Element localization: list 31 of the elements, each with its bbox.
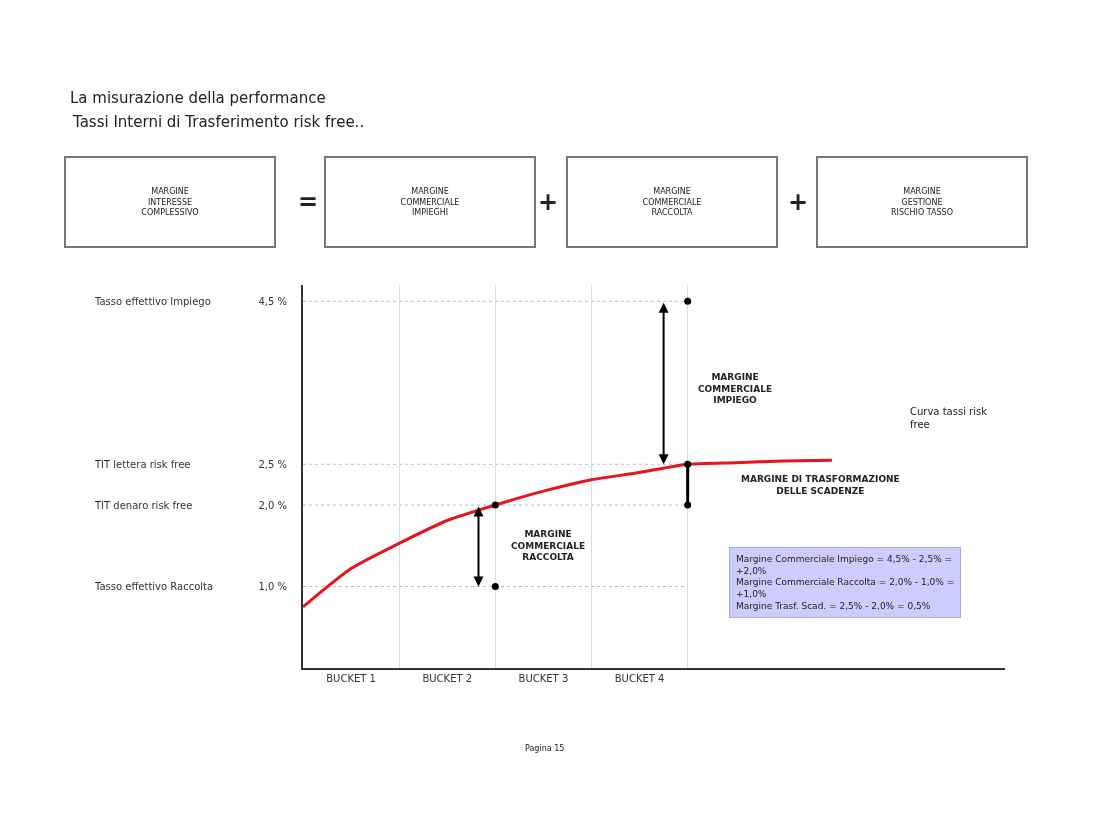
- y-tick-label: 2,5 %: [258, 458, 287, 470]
- x-tick-label: BUCKET 2: [422, 673, 473, 684]
- text: MARGINE INTERESSE COMPLESSIVO: [141, 187, 199, 217]
- y-tick-label: 1,0 %: [258, 581, 287, 593]
- annotation: Margine Commerciale Impiego = 4,5% - 2,5% = +2,0% Margine Commerciale Raccolta = 2,0% - 1,0% = +1,0% Margine Trasf. Scad. = 2,5% - 2,0% = 0,5%: [736, 554, 955, 611]
- text: Pagina 15: [525, 744, 565, 753]
- chart-title: La misurazione della performance: [70, 89, 326, 108]
- text: MARGINE COMMERCIALE RACCOLTA: [642, 187, 702, 217]
- x-tick-label: BUCKET 1: [326, 673, 376, 684]
- text: TIT lettera risk free: [94, 459, 191, 470]
- x-tick-label: BUCKET 4: [614, 673, 665, 684]
- annotation: MARGINE COMMERCIALE IMPIEGO: [698, 372, 773, 406]
- text: Tasso effettivo Raccolta: [94, 581, 214, 592]
- y-tick-label: 4,5 %: [258, 295, 287, 307]
- y-tick-label: 2,0 %: [258, 499, 287, 511]
- text: TIT denaro risk free: [94, 500, 193, 511]
- annotation: MARGINE COMMERCIALE RACCOLTA: [511, 529, 586, 563]
- point: [491, 583, 499, 591]
- point: [491, 501, 499, 509]
- annotation: Curva tassi risk free: [910, 406, 988, 430]
- text: MARGINE COMMERCIALE IMPIEGHI: [400, 187, 460, 217]
- text: +: [538, 188, 559, 216]
- chart-subtitle: Tassi Interni di Trasferimento risk free..: [72, 113, 365, 131]
- x-tick-label: BUCKET 3: [518, 673, 569, 684]
- text: +: [788, 188, 809, 216]
- point: [684, 297, 692, 305]
- text: =: [298, 188, 319, 216]
- text: MARGINE GESTIONE RISCHIO TASSO: [891, 187, 953, 217]
- annotation: MARGINE DI TRASFORMAZIONE DELLE SCADENZE: [741, 474, 900, 496]
- point: [684, 460, 692, 468]
- text: Tasso effettivo Impiego: [94, 296, 211, 307]
